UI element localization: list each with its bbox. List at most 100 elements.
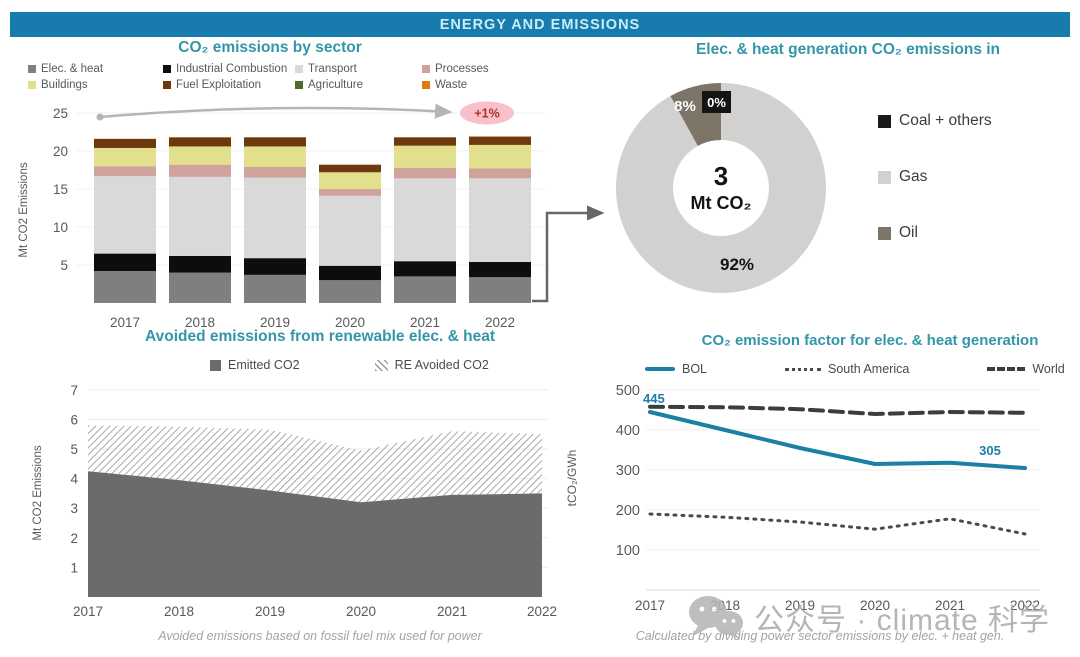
legend-item-Industrial Combustion: Industrial Combustion: [163, 63, 295, 75]
x-tick-label: 2022: [485, 315, 515, 330]
bar-segment-2017: [94, 147, 156, 167]
legend-swatch: [295, 81, 303, 89]
legend-label: BOL: [682, 362, 708, 376]
legend-swatch: [295, 65, 303, 73]
y-tick-label: 4: [70, 472, 78, 487]
x-tick-label: 2019: [255, 604, 285, 619]
legend-item-Elec. & heat: Elec. & heat: [28, 63, 163, 75]
bar-segment-2019: [244, 258, 306, 275]
legend-item-South America: South America: [785, 362, 909, 376]
legend-label: Oil: [899, 224, 918, 241]
banner: ENERGY AND EMISSIONS: [10, 12, 1070, 37]
bar-segment-2019: [244, 166, 306, 178]
donut-chart: 8% 0% 92% 3 Mt CO₂: [616, 83, 826, 293]
bar-segment-2018: [169, 272, 231, 303]
legend-item-Emitted CO2: Emitted CO2: [210, 358, 300, 372]
bar-segment-2017: [94, 271, 156, 303]
bar-segment-2020: [319, 280, 381, 303]
legend-label: Agriculture: [308, 79, 363, 91]
chart-title-avoided-emissions: Avoided emissions from renewable elec. &…: [144, 328, 495, 345]
bar-segment-2018: [169, 164, 231, 177]
x-tick-label: 2022: [1010, 598, 1040, 613]
x-tick-label: 2017: [73, 604, 103, 619]
legend-item-Oil: Oil: [878, 224, 992, 242]
y-tick-label: 20: [53, 144, 68, 159]
watermark-text: 公众号 · climate 科学: [754, 604, 1051, 637]
legend-swatch: [28, 65, 36, 73]
connector-arrow: [532, 205, 605, 303]
bar-segment-2020: [319, 164, 381, 173]
legend-label: Waste: [435, 79, 468, 91]
wechat-icon: [689, 596, 743, 639]
legend-swatch: [645, 367, 675, 371]
legend-label: Emitted CO2: [228, 358, 300, 372]
legend-swatch: [987, 367, 1026, 371]
legend-item-RE Avoided CO2: RE Avoided CO2: [374, 358, 489, 372]
x-tick-label: 2021: [437, 604, 467, 619]
legend-label: Processes: [435, 63, 489, 75]
legend-swatch: [878, 226, 891, 240]
x-tick-label: 2019: [260, 315, 290, 330]
legend-label: South America: [828, 362, 910, 376]
bar-segment-2021: [394, 178, 456, 262]
legend-swatch: [374, 359, 388, 371]
chart-title-emissions-by-sector: CO₂ emissions by sector: [178, 39, 362, 56]
data-label-445: 445: [643, 391, 665, 406]
legend-swatch: [28, 81, 36, 89]
x-tick-label: 2022: [527, 604, 557, 619]
legend-item-Waste: Waste: [422, 79, 548, 91]
legend-swatch: [422, 65, 430, 73]
area-emitted-co2: [88, 471, 542, 597]
donut-label-gas: 92%: [719, 255, 755, 274]
legend-label: Fuel Exploitation: [176, 79, 262, 91]
legend-emissions-by-sector: Elec. & heat Industrial Combustion Transpo…: [28, 63, 548, 91]
bar-segment-2021: [394, 261, 456, 277]
bar-segment-2020: [319, 189, 381, 196]
bar-segment-2020: [319, 172, 381, 189]
legend-item-Transport: Transport: [295, 63, 422, 75]
donut-center: 3 Mt CO₂: [673, 140, 769, 236]
y-tick-label: 100: [616, 543, 640, 559]
donut-center-unit: Mt CO₂: [690, 192, 752, 213]
bar-segment-2022: [469, 136, 531, 145]
footnote-avoided-emissions: Avoided emissions based on fossil fuel m…: [158, 629, 482, 643]
bar-segment-2022: [469, 261, 531, 278]
legend-item-Coal + others: Coal + others: [878, 112, 992, 130]
y-tick-label: 200: [616, 503, 640, 519]
legend-label: World: [1032, 362, 1065, 376]
legend-swatch: [210, 359, 221, 371]
y-tick-label: 3: [70, 501, 78, 516]
legend-label: Gas: [899, 168, 928, 185]
bar-segment-2019: [244, 177, 306, 259]
y-tick-label: 2: [70, 531, 78, 546]
x-tick-label: 2017: [110, 315, 140, 330]
bar-segment-2018: [169, 137, 231, 147]
legend-emission-factor: BOL South America World: [645, 362, 1065, 376]
bar-segment-2022: [469, 144, 531, 169]
trend-badge: [460, 101, 514, 125]
x-tick-label: 2018: [164, 604, 194, 619]
trend-arrow: [99, 103, 453, 119]
legend-label: Transport: [308, 63, 357, 75]
y-tick-label: 500: [616, 383, 640, 399]
y-tick-label: 7: [70, 383, 78, 398]
y-tick-label: 25: [53, 106, 68, 121]
area-chart-avoided-emissions: 1 2 3 4 5 6 7 Mt CO2 Emissions 2017 2018 2019 2020 2…: [32, 383, 557, 619]
y-axis-title: Mt CO2 Emissions: [18, 162, 30, 257]
legend-item-Agriculture: Agriculture: [295, 79, 422, 91]
bar-segment-2017: [94, 176, 156, 254]
bar-segment-2017: [94, 166, 156, 177]
bar-segment-2018: [169, 176, 231, 256]
y-tick-label: 400: [616, 423, 640, 439]
y-axis-title: tCO₂/GWh: [565, 450, 579, 507]
legend-label: RE Avoided CO2: [394, 358, 489, 372]
y-tick-label: 5: [60, 258, 68, 273]
legend-item-BOL: BOL: [645, 362, 707, 376]
x-tick-label: 2020: [346, 604, 376, 619]
bar-chart-emissions-by-sector: 5 10 15 20 25 Mt CO2 Emissions 2017 2018 2019 202…: [18, 101, 605, 330]
bar-segment-2022: [469, 178, 531, 262]
donut-label-coal: 0%: [702, 91, 731, 113]
legend-item-Gas: Gas: [878, 168, 992, 186]
data-label-305: 305: [979, 443, 1001, 458]
donut-center-value: 3: [713, 160, 729, 191]
